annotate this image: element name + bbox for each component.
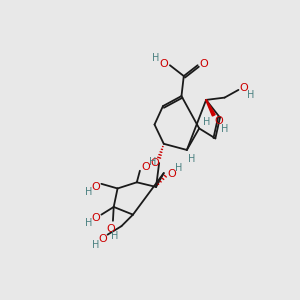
Text: H: H bbox=[176, 164, 183, 173]
Text: O: O bbox=[159, 59, 168, 69]
Text: H: H bbox=[92, 240, 99, 250]
Text: H: H bbox=[203, 117, 211, 127]
Text: O: O bbox=[106, 224, 115, 233]
Text: H: H bbox=[188, 154, 195, 164]
Text: H: H bbox=[85, 187, 93, 197]
Text: H: H bbox=[149, 157, 157, 166]
Text: O: O bbox=[214, 116, 223, 127]
Text: O: O bbox=[150, 158, 159, 168]
Text: O: O bbox=[167, 169, 176, 179]
Text: H: H bbox=[111, 231, 118, 241]
Text: O: O bbox=[239, 83, 248, 93]
Polygon shape bbox=[206, 100, 215, 116]
Text: O: O bbox=[92, 182, 100, 192]
Text: O: O bbox=[99, 234, 107, 244]
Text: H: H bbox=[221, 124, 228, 134]
Text: O: O bbox=[141, 162, 150, 172]
Text: O: O bbox=[200, 59, 208, 69]
Text: H: H bbox=[247, 89, 254, 100]
Text: H: H bbox=[85, 218, 93, 228]
Text: O: O bbox=[92, 213, 100, 223]
Text: H: H bbox=[152, 52, 160, 63]
